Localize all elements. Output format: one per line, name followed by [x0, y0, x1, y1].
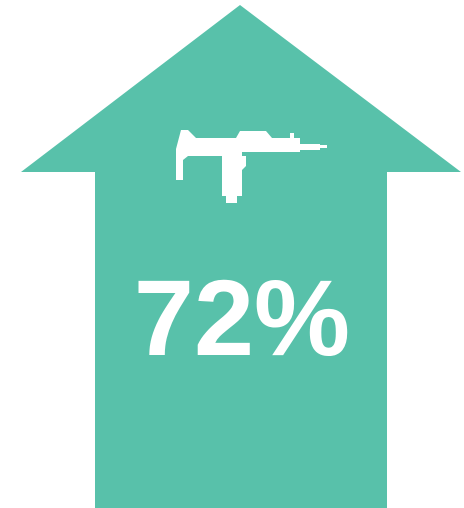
- submachine-gun-icon: [176, 130, 327, 203]
- up-arrow-shape: [21, 5, 461, 508]
- percentage-label: 72%: [134, 257, 350, 378]
